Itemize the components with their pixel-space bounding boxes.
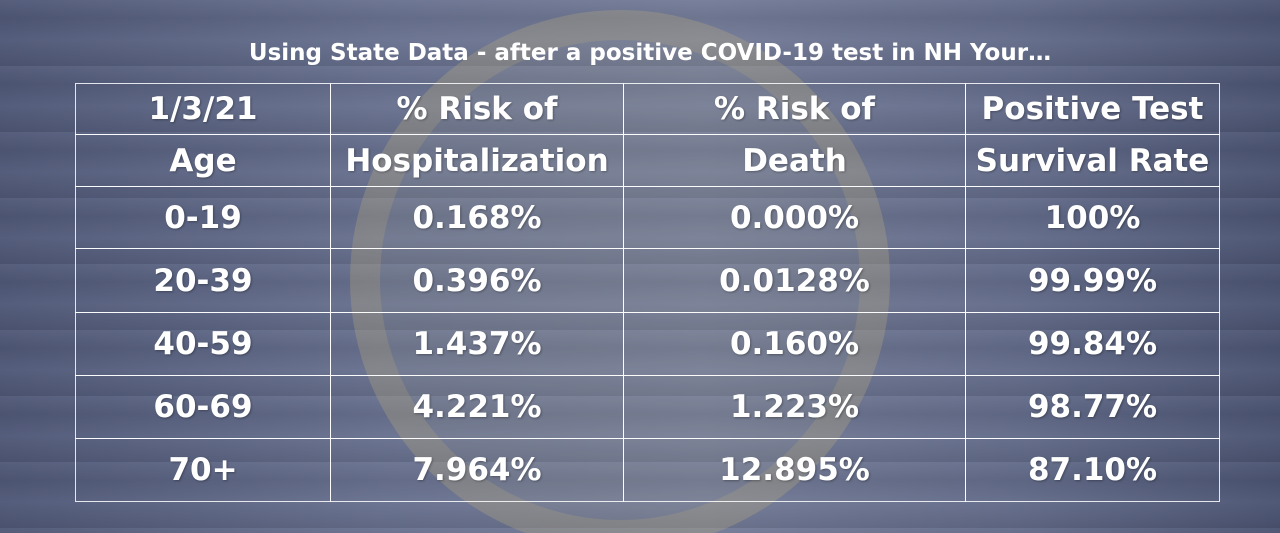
table-cell: 0.160% <box>623 312 966 376</box>
table-cell: 0.396% <box>330 248 624 313</box>
table-cell: 0-19 <box>75 186 331 249</box>
table-cell: 40-59 <box>75 312 331 376</box>
table-cell: 20-39 <box>75 248 331 313</box>
table-cell: 0.0128% <box>623 248 966 313</box>
header-cell: Positive Test <box>965 83 1220 135</box>
table-cell: 1.437% <box>330 312 624 376</box>
header-cell: Hospitalization <box>330 134 624 187</box>
header-cell: % Risk of <box>623 83 966 135</box>
header-cell: % Risk of <box>330 83 624 135</box>
header-cell: Death <box>623 134 966 187</box>
table-cell: 99.84% <box>965 312 1220 376</box>
table-cell: 100% <box>965 186 1220 249</box>
header-cell: Survival Rate <box>965 134 1220 187</box>
table-cell: 0.000% <box>623 186 966 249</box>
table-cell: 12.895% <box>623 438 966 502</box>
table-cell: 7.964% <box>330 438 624 502</box>
table-cell: 98.77% <box>965 375 1220 439</box>
title: Using State Data - after a positive COVI… <box>248 40 1052 66</box>
table-cell: 0.168% <box>330 186 624 249</box>
header-cell: Age <box>75 134 331 187</box>
table-cell: 60-69 <box>75 375 331 439</box>
table-cell: 99.99% <box>965 248 1220 313</box>
table-cell: 70+ <box>75 438 331 502</box>
table-cell: 4.221% <box>330 375 624 439</box>
table-cell: 87.10% <box>965 438 1220 502</box>
header-cell: 1/3/21 <box>75 83 331 135</box>
table-cell: 1.223% <box>623 375 966 439</box>
